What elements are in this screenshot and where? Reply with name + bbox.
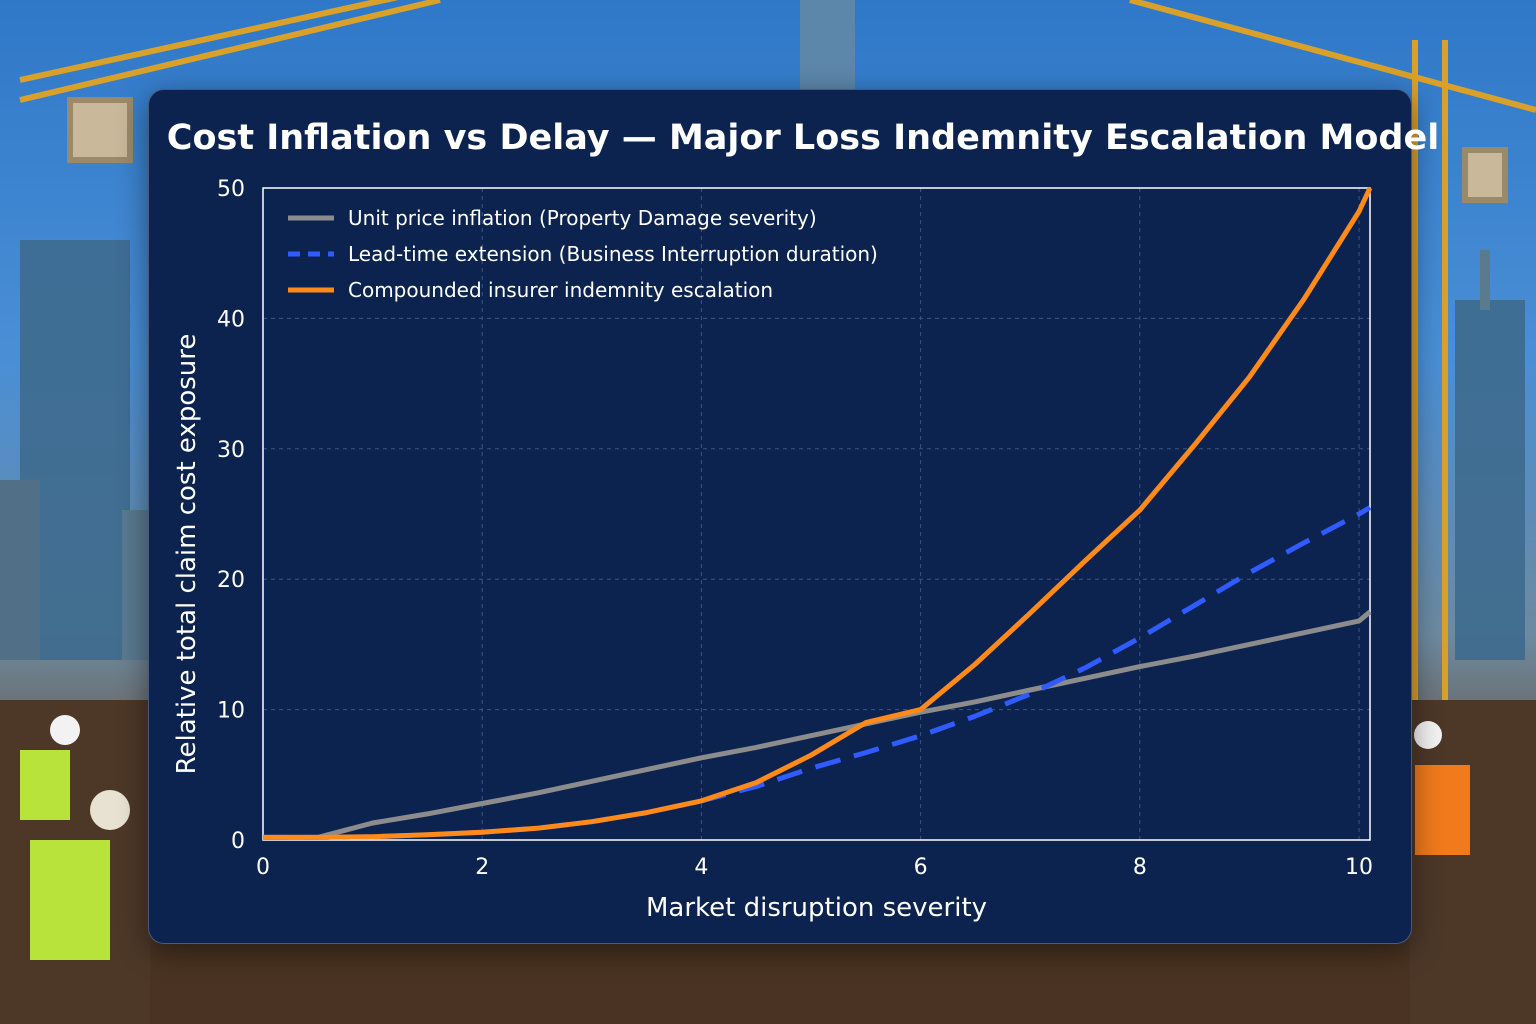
series-layer [263, 186, 1373, 840]
series-line-3 [263, 186, 1373, 840]
legend: Unit price inflation (Property Damage se… [288, 206, 878, 302]
skyline-left [0, 240, 162, 660]
y-tick-label: 40 [217, 307, 245, 332]
x-tick-label: 10 [1345, 855, 1373, 880]
series-line-1 [263, 609, 1372, 840]
y-tick-label: 50 [217, 177, 245, 202]
worker-right [1414, 721, 1470, 855]
x-tick-label: 4 [694, 855, 708, 880]
chart-title: Cost Inflation vs Delay — Major Loss Ind… [166, 118, 1440, 158]
y-tick-label: 20 [217, 568, 245, 593]
worker-left [20, 715, 130, 960]
chart-panel [148, 89, 1412, 944]
central-tower [800, 0, 855, 92]
legend-label-2: Lead-time extension (Business Interrupti… [348, 242, 878, 266]
legend-label-1: Unit price inflation (Property Damage se… [348, 206, 817, 230]
x-tick-label: 0 [256, 855, 270, 880]
x-tick-label: 6 [914, 855, 928, 880]
y-axis-title: Relative total claim cost exposure [172, 334, 202, 775]
x-axis-title: Market disruption severity [646, 893, 987, 923]
tick-labels: 0 2 4 6 8 10 0 10 20 30 40 50 [217, 177, 1373, 880]
plot-area-frame [262, 187, 1371, 841]
skyline-right [1455, 250, 1525, 660]
x-tick-label: 8 [1133, 855, 1147, 880]
y-tick-label: 30 [217, 438, 245, 463]
crane-left [19, 0, 441, 163]
y-tick-label: 10 [217, 699, 245, 724]
legend-label-3: Compounded insurer indemnity escalation [348, 278, 773, 302]
crane-right [1129, 0, 1536, 780]
series-line-2 [263, 505, 1372, 840]
x-tick-label: 2 [475, 855, 489, 880]
y-tick-label: 0 [231, 829, 245, 854]
